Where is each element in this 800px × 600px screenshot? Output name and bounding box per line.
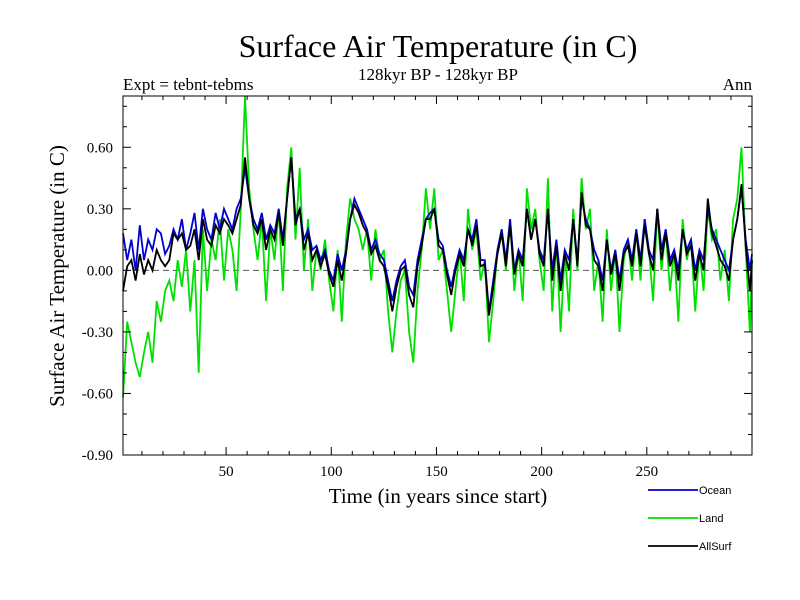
y-tick-label: -0.60 (82, 386, 113, 402)
x-tick-label: 200 (530, 464, 553, 480)
chart-title: Surface Air Temperature (in C) (239, 28, 638, 64)
y-tick-label: 0.60 (87, 140, 113, 156)
series-line-allsurf (122, 157, 753, 316)
x-axis-ticks (141, 96, 732, 455)
legend-label-allsurf: AllSurf (699, 541, 732, 553)
x-tick-label: 250 (636, 464, 659, 480)
legend-label-land: Land (699, 513, 723, 525)
y-tick-label: 0.30 (87, 202, 113, 218)
season-label: Ann (723, 75, 753, 94)
experiment-label: Expt = tebnt-tebms (123, 75, 253, 94)
y-tick-label: -0.30 (82, 325, 113, 341)
y-axis-ticks (123, 105, 752, 456)
x-tick-label: 150 (425, 464, 448, 480)
y-axis-tick-labels: -0.90 -0.60 -0.30 0.00 0.30 0.60 (82, 140, 113, 464)
y-axis-label: Surface Air Temperature (in C) (45, 145, 69, 407)
x-tick-label: 50 (219, 464, 234, 480)
x-axis-tick-labels: 50 100 150 200 250 (219, 464, 658, 480)
x-axis-label: Time (in years since start) (329, 484, 548, 508)
legend-label-ocean: Ocean (699, 485, 731, 497)
series-line-land (122, 95, 753, 398)
y-tick-label: -0.90 (82, 448, 113, 464)
chart-subtitle: 128kyr BP - 128kyr BP (358, 65, 518, 84)
y-tick-label: 0.00 (87, 263, 113, 279)
series-layer (122, 95, 753, 398)
x-tick-label: 100 (320, 464, 343, 480)
plot-frame (122, 95, 753, 456)
legend: Ocean Land AllSurf (648, 485, 732, 553)
